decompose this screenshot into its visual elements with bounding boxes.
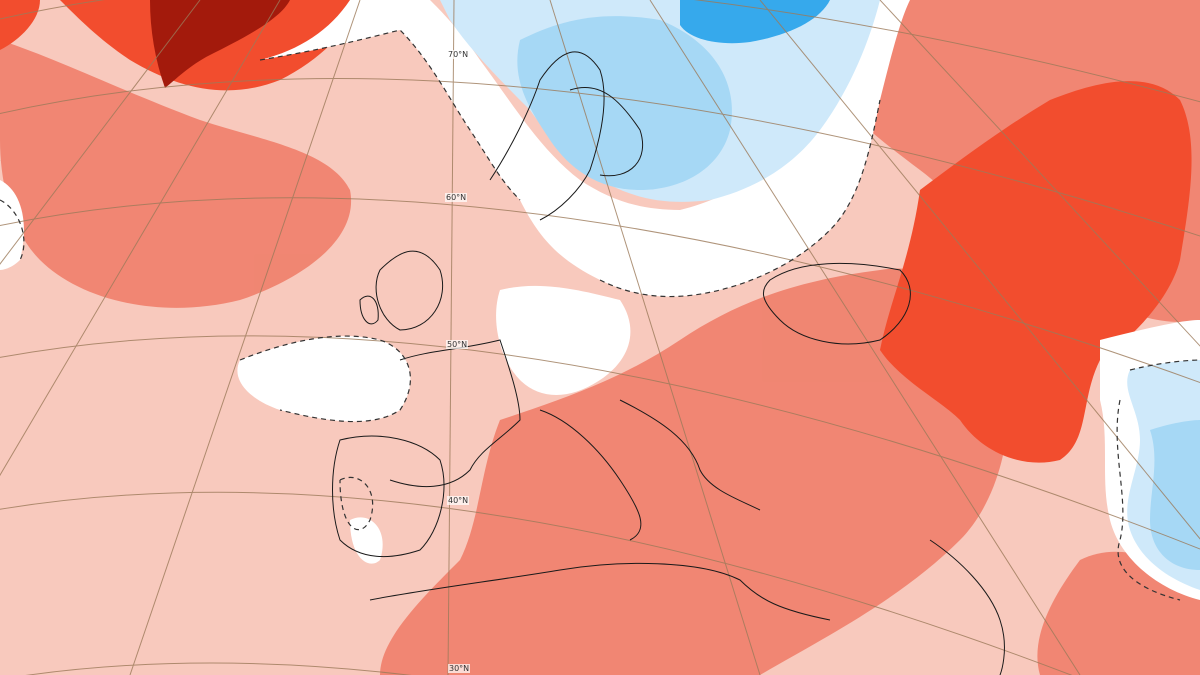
latitude-label-70n: 70°N xyxy=(447,50,470,59)
neutral-anomaly xyxy=(0,0,1200,600)
cool-anomaly-strong xyxy=(680,0,830,44)
significance-contours xyxy=(0,29,1200,601)
latitude-label-40n: 40°N xyxy=(447,496,470,505)
coastlines xyxy=(332,51,1005,675)
cool-anomaly-moderate xyxy=(517,16,1200,570)
latitude-label-60n: 60°N xyxy=(445,193,468,202)
warm-anomaly-extreme xyxy=(150,0,290,88)
latitude-label-30n: 30°N xyxy=(448,664,471,673)
latitude-label-50n: 50°N xyxy=(446,340,469,349)
